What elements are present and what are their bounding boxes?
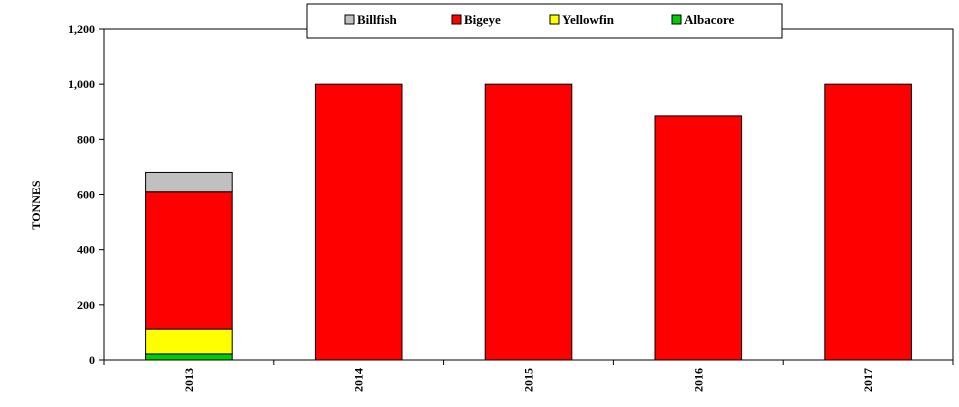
x-axis: 2013 2014 2015 2016 2017	[103, 360, 954, 392]
x-tick-label: 2015	[522, 368, 536, 392]
legend: Billfish Bigeye Yellowfin Albacore	[306, 3, 783, 39]
bar-segment-bigeye-2017	[824, 83, 912, 361]
legend-swatch-billfish	[344, 14, 355, 25]
y-axis: 0 200 400 600 800 1,000 1,200	[68, 22, 104, 367]
y-tick-label: 800	[77, 132, 95, 146]
x-tick-label: 2013	[182, 368, 196, 392]
bars	[145, 83, 912, 361]
bar-segment-albacore-2013	[145, 353, 233, 361]
legend-label-bigeye: Bigeye	[464, 12, 501, 27]
legend-swatch-albacore	[671, 14, 682, 25]
legend-box	[306, 3, 783, 39]
x-tick-label: 2014	[352, 368, 366, 392]
bar-segment-bigeye-2013	[145, 191, 233, 330]
y-tick-label: 400	[77, 243, 95, 257]
bar-segment-yellowfin-2013	[145, 328, 233, 355]
legend-label-billfish: Billfish	[357, 12, 398, 27]
legend-label-yellowfin: Yellowfin	[562, 12, 615, 27]
x-tick-label: 2016	[691, 368, 705, 392]
legend-label-albacore: Albacore	[684, 12, 735, 27]
bar-segment-billfish-2013	[145, 171, 233, 193]
bar-segment-bigeye-2014	[314, 83, 403, 361]
x-tick-label: 2017	[861, 368, 875, 392]
y-axis-title: TONNES	[29, 180, 43, 229]
bar-segment-bigeye-2015	[484, 83, 573, 361]
bar-segment-bigeye-2016	[654, 115, 743, 361]
y-tick-label: 200	[77, 298, 95, 312]
y-tick-label: 600	[77, 188, 95, 202]
y-tick-label: 1,200	[68, 22, 95, 36]
legend-swatch-bigeye	[451, 14, 462, 25]
y-tick-label: 0	[89, 353, 95, 367]
y-tick-label: 1,000	[68, 77, 95, 91]
legend-swatch-yellowfin	[549, 14, 560, 25]
